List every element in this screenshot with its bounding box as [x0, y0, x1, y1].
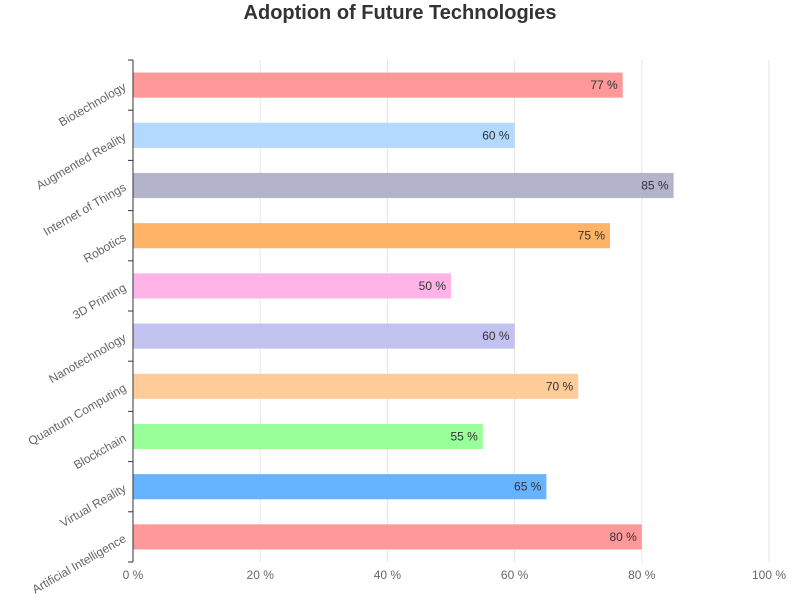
- chart-title: Adoption of Future Technologies: [243, 2, 557, 24]
- data-label: 85 %: [641, 179, 669, 193]
- data-label: 60 %: [482, 128, 510, 142]
- data-label: 70 %: [546, 379, 574, 393]
- bar: [133, 373, 579, 399]
- bar: [133, 223, 610, 249]
- bar: [133, 423, 483, 450]
- category-label: Virtual Reality: [58, 481, 129, 530]
- data-label: 65 %: [514, 480, 542, 494]
- bar: [133, 122, 515, 148]
- data-label: 60 %: [482, 329, 510, 343]
- category-label: Blockchain: [71, 431, 128, 472]
- category-label: Robotics: [81, 230, 128, 265]
- data-label: 80 %: [609, 530, 637, 544]
- bar: [133, 273, 451, 299]
- bars: [133, 72, 674, 550]
- x-tick-label: 20 %: [247, 568, 275, 582]
- x-tick-label: 0 %: [123, 568, 144, 582]
- data-label: 75 %: [578, 229, 606, 243]
- bar: [133, 474, 547, 500]
- category-label: Biotechnology: [56, 80, 128, 130]
- category-label: 3D Printing: [70, 280, 128, 322]
- data-label: 77 %: [590, 78, 618, 92]
- bar: [133, 323, 515, 349]
- data-label: 55 %: [450, 430, 478, 444]
- x-tick-label: 40 %: [374, 568, 402, 582]
- bar: [133, 524, 642, 550]
- category-label: Internet of Things: [41, 180, 129, 239]
- x-tick-label: 60 %: [501, 568, 529, 582]
- bar: [133, 172, 674, 199]
- category-label: Nanotechnology: [46, 331, 128, 386]
- x-tick-label: 100 %: [752, 568, 786, 582]
- axes: [128, 59, 134, 563]
- category-label: Artificial Intelligence: [30, 531, 129, 596]
- data-label: 50 %: [419, 279, 447, 293]
- bar: [133, 72, 623, 98]
- x-tick-label: 80 %: [628, 568, 656, 582]
